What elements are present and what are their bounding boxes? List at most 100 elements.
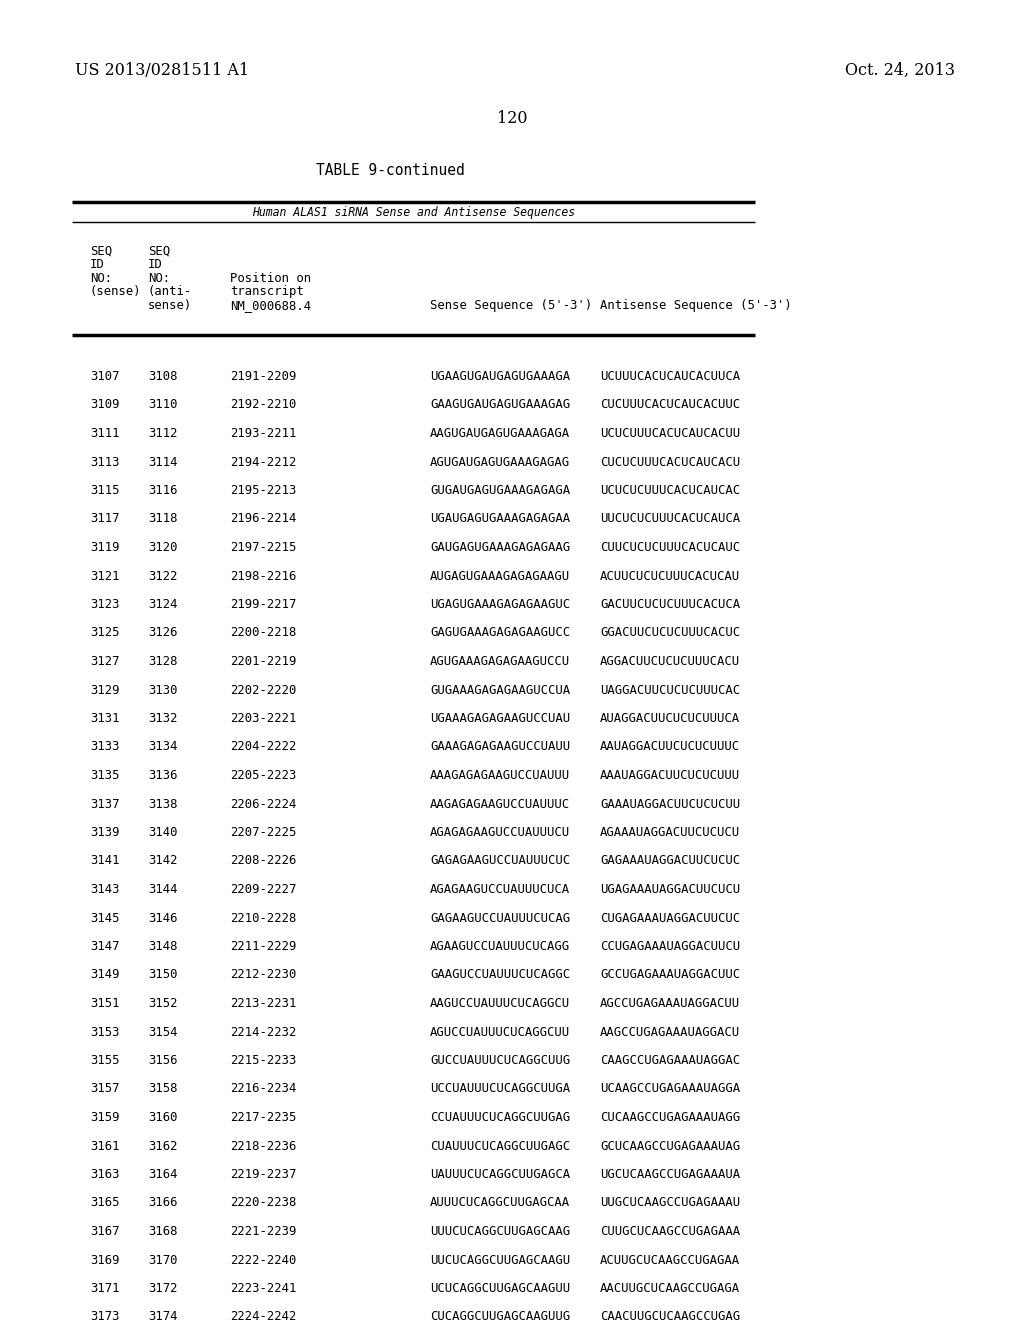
Text: 3136: 3136: [148, 770, 177, 781]
Text: 2192-2210: 2192-2210: [230, 399, 296, 412]
Text: AACUUGCUCAAGCCUGAGA: AACUUGCUCAAGCCUGAGA: [600, 1282, 740, 1295]
Text: 3125: 3125: [90, 627, 120, 639]
Text: 3112: 3112: [148, 426, 177, 440]
Text: UAUUUCUCAGGCUUGAGCA: UAUUUCUCAGGCUUGAGCA: [430, 1168, 570, 1181]
Text: 2200-2218: 2200-2218: [230, 627, 296, 639]
Text: 3140: 3140: [148, 826, 177, 840]
Text: 2217-2235: 2217-2235: [230, 1111, 296, 1125]
Text: CUUCUCUCUUUCACUCAUC: CUUCUCUCUUUCACUCAUC: [600, 541, 740, 554]
Text: UGAAAGAGAGAAGUCCUAU: UGAAAGAGAGAAGUCCUAU: [430, 711, 570, 725]
Text: AAGAGAGAAGUCCUAUUUC: AAGAGAGAAGUCCUAUUUC: [430, 797, 570, 810]
Text: GAUGAGUGAAAGAGAGAAG: GAUGAGUGAAAGAGAGAAG: [430, 541, 570, 554]
Text: 3129: 3129: [90, 684, 120, 697]
Text: Antisense Sequence (5'-3'): Antisense Sequence (5'-3'): [600, 300, 792, 312]
Text: 3135: 3135: [90, 770, 120, 781]
Text: 3114: 3114: [148, 455, 177, 469]
Text: 2215-2233: 2215-2233: [230, 1053, 296, 1067]
Text: GAAAGAGAGAAGUCCUAUU: GAAAGAGAGAAGUCCUAUU: [430, 741, 570, 754]
Text: 3149: 3149: [90, 969, 120, 982]
Text: UCUCAGGCUUGAGCAAGUU: UCUCAGGCUUGAGCAAGUU: [430, 1282, 570, 1295]
Text: 2207-2225: 2207-2225: [230, 826, 296, 840]
Text: 3118: 3118: [148, 512, 177, 525]
Text: CUUGCUCAAGCCUGAGAAA: CUUGCUCAAGCCUGAGAAA: [600, 1225, 740, 1238]
Text: AAGUCCUAUUUCUCAGGCU: AAGUCCUAUUUCUCAGGCU: [430, 997, 570, 1010]
Text: AGAAAUAGGACUUCUCUCU: AGAAAUAGGACUUCUCUCU: [600, 826, 740, 840]
Text: 2216-2234: 2216-2234: [230, 1082, 296, 1096]
Text: 3170: 3170: [148, 1254, 177, 1266]
Text: AGUGAAAGAGAGAAGUCCU: AGUGAAAGAGAGAAGUCCU: [430, 655, 570, 668]
Text: GAAGUCCUAUUUCUCAGGC: GAAGUCCUAUUUCUCAGGC: [430, 969, 570, 982]
Text: 3123: 3123: [90, 598, 120, 611]
Text: CUCAGGCUUGAGCAAGUUG: CUCAGGCUUGAGCAAGUUG: [430, 1311, 570, 1320]
Text: NO:: NO:: [90, 272, 112, 285]
Text: SEQ: SEQ: [148, 246, 170, 257]
Text: 2206-2224: 2206-2224: [230, 797, 296, 810]
Text: GAGAAGUCCUAUUUCUCAG: GAGAAGUCCUAUUUCUCAG: [430, 912, 570, 924]
Text: 2205-2223: 2205-2223: [230, 770, 296, 781]
Text: 2201-2219: 2201-2219: [230, 655, 296, 668]
Text: 2219-2237: 2219-2237: [230, 1168, 296, 1181]
Text: 3109: 3109: [90, 399, 120, 412]
Text: 3117: 3117: [90, 512, 120, 525]
Text: 3154: 3154: [148, 1026, 177, 1039]
Text: 2202-2220: 2202-2220: [230, 684, 296, 697]
Text: 3165: 3165: [90, 1196, 120, 1209]
Text: 3148: 3148: [148, 940, 177, 953]
Text: 2194-2212: 2194-2212: [230, 455, 296, 469]
Text: Human ALAS1 siRNA Sense and Antisense Sequences: Human ALAS1 siRNA Sense and Antisense Se…: [252, 206, 575, 219]
Text: TABLE 9-continued: TABLE 9-continued: [315, 162, 464, 178]
Text: 3122: 3122: [148, 569, 177, 582]
Text: CUCUUUCACUCAUCACUUC: CUCUUUCACUCAUCACUUC: [600, 399, 740, 412]
Text: GGACUUCUCUCUUUCACUC: GGACUUCUCUCUUUCACUC: [600, 627, 740, 639]
Text: CCUAUUUCUCAGGCUUGAG: CCUAUUUCUCAGGCUUGAG: [430, 1111, 570, 1125]
Text: 3172: 3172: [148, 1282, 177, 1295]
Text: 3126: 3126: [148, 627, 177, 639]
Text: ID: ID: [90, 259, 104, 272]
Text: AAGCCUGAGAAAUAGGACU: AAGCCUGAGAAAUAGGACU: [600, 1026, 740, 1039]
Text: 3128: 3128: [148, 655, 177, 668]
Text: 2203-2221: 2203-2221: [230, 711, 296, 725]
Text: 3163: 3163: [90, 1168, 120, 1181]
Text: 3157: 3157: [90, 1082, 120, 1096]
Text: AGUGAUGAGUGAAAGAGAG: AGUGAUGAGUGAAAGAGAG: [430, 455, 570, 469]
Text: transcript: transcript: [230, 285, 304, 298]
Text: UCUCUCUUUCACUCAUCAC: UCUCUCUUUCACUCAUCAC: [600, 484, 740, 498]
Text: 3127: 3127: [90, 655, 120, 668]
Text: 3120: 3120: [148, 541, 177, 554]
Text: Sense Sequence (5'-3'): Sense Sequence (5'-3'): [430, 300, 592, 312]
Text: 2214-2232: 2214-2232: [230, 1026, 296, 1039]
Text: 2210-2228: 2210-2228: [230, 912, 296, 924]
Text: GAGUGAAAGAGAGAAGUCC: GAGUGAAAGAGAGAAGUCC: [430, 627, 570, 639]
Text: 2191-2209: 2191-2209: [230, 370, 296, 383]
Text: Oct. 24, 2013: Oct. 24, 2013: [845, 62, 955, 79]
Text: 2197-2215: 2197-2215: [230, 541, 296, 554]
Text: 3115: 3115: [90, 484, 120, 498]
Text: 3134: 3134: [148, 741, 177, 754]
Text: 3162: 3162: [148, 1139, 177, 1152]
Text: 3171: 3171: [90, 1282, 120, 1295]
Text: 3139: 3139: [90, 826, 120, 840]
Text: GAGAAAUAGGACUUCUCUC: GAGAAAUAGGACUUCUCUC: [600, 854, 740, 867]
Text: GAAAUAGGACUUCUCUCUU: GAAAUAGGACUUCUCUCUU: [600, 797, 740, 810]
Text: 3167: 3167: [90, 1225, 120, 1238]
Text: UCUUUCACUCAUCACUUCA: UCUUUCACUCAUCACUUCA: [600, 370, 740, 383]
Text: 3144: 3144: [148, 883, 177, 896]
Text: CAAGCCUGAGAAAUAGGAC: CAAGCCUGAGAAAUAGGAC: [600, 1053, 740, 1067]
Text: 2198-2216: 2198-2216: [230, 569, 296, 582]
Text: UCUCUUUCACUCAUCACUU: UCUCUUUCACUCAUCACUU: [600, 426, 740, 440]
Text: CUCUCUUUCACUCAUCACU: CUCUCUUUCACUCAUCACU: [600, 455, 740, 469]
Text: SEQ: SEQ: [90, 246, 112, 257]
Text: 2209-2227: 2209-2227: [230, 883, 296, 896]
Text: 2222-2240: 2222-2240: [230, 1254, 296, 1266]
Text: 3132: 3132: [148, 711, 177, 725]
Text: CUGAGAAAUAGGACUUCUC: CUGAGAAAUAGGACUUCUC: [600, 912, 740, 924]
Text: 3141: 3141: [90, 854, 120, 867]
Text: AAAUAGGACUUCUCUCUUU: AAAUAGGACUUCUCUCUUU: [600, 770, 740, 781]
Text: UAGGACUUCUCUCUUUCAC: UAGGACUUCUCUCUUUCAC: [600, 684, 740, 697]
Text: AAUAGGACUUCUCUCUUUC: AAUAGGACUUCUCUCUUUC: [600, 741, 740, 754]
Text: GUGAUGAGUGAAAGAGAGA: GUGAUGAGUGAAAGAGAGA: [430, 484, 570, 498]
Text: 3166: 3166: [148, 1196, 177, 1209]
Text: ACUUGCUCAAGCCUGAGAA: ACUUGCUCAAGCCUGAGAA: [600, 1254, 740, 1266]
Text: 2195-2213: 2195-2213: [230, 484, 296, 498]
Text: 2220-2238: 2220-2238: [230, 1196, 296, 1209]
